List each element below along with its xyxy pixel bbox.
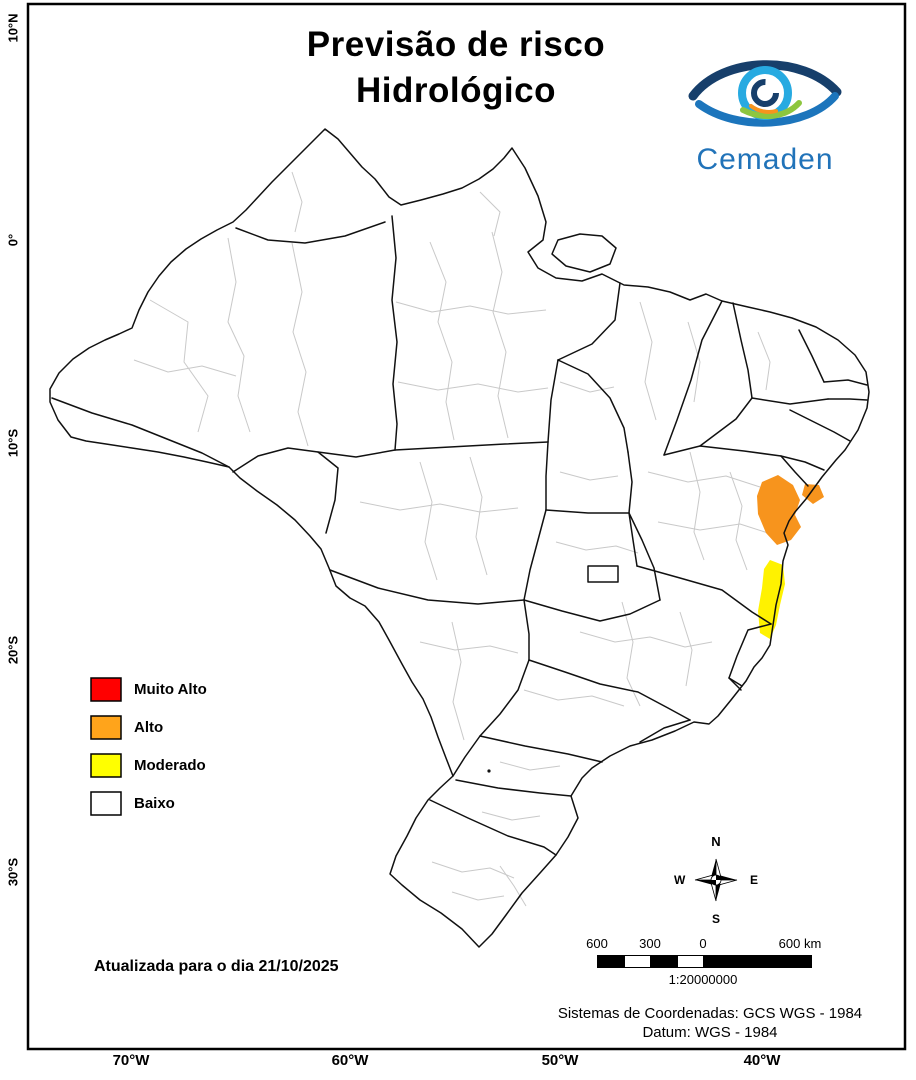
- scale-label-300: 300: [639, 936, 661, 951]
- legend-item-baixo: Baixo: [90, 784, 207, 822]
- scale-segment: [678, 956, 704, 967]
- compass-star-icon: [694, 858, 738, 902]
- cemaden-wordmark: Cemaden: [696, 143, 834, 176]
- legend-item-alto: Alto: [90, 708, 207, 746]
- scale-bar-segments: [597, 955, 812, 968]
- lat-label-10n: 10°N: [5, 13, 21, 43]
- lat-label-0: 0°: [5, 233, 21, 247]
- lon-label-50w: 50°W: [541, 1052, 579, 1069]
- cemaden-eye-icon: [688, 60, 842, 127]
- lat-label-20s: 20°S: [5, 635, 21, 665]
- scale-bar: 600 300 0 600 km 1:20000000: [586, 936, 831, 992]
- legend-label: Alto: [134, 718, 164, 736]
- legend-label: Moderado: [134, 756, 206, 774]
- legend-swatch-rect: [90, 790, 122, 816]
- coordinate-system-note: Sistemas de Coordenadas: GCS WGS - 1984 …: [520, 1004, 900, 1042]
- mesoregion-boundaries: [133, 171, 771, 907]
- lat-label-10s: 10°S: [5, 428, 21, 458]
- map-point-marker: [487, 769, 491, 773]
- updated-date-text: Atualizada para o dia 21/10/2025: [94, 958, 339, 975]
- legend-swatch-baixo: [90, 790, 122, 816]
- lon-label-60w: 60°W: [331, 1052, 369, 1069]
- distrito-federal-outline: [587, 565, 619, 583]
- risk-area-alto-coastal: [802, 484, 824, 504]
- page-title: Previsão de risco Hidrológico: [206, 22, 706, 114]
- state-boundaries: [49, 128, 870, 948]
- compass-east-label: E: [749, 873, 758, 887]
- scale-segment: [625, 956, 651, 967]
- legend-swatch-rect: [90, 714, 122, 740]
- scale-label-600km: 600 km: [778, 936, 822, 951]
- compass-west-label: W: [674, 873, 686, 887]
- lon-label-70w: 70°W: [112, 1052, 150, 1069]
- cemaden-logo: Cemaden: [682, 48, 848, 177]
- page-title-line1: Previsão de risco: [306, 25, 606, 64]
- datum-line: Datum: WGS - 1984: [642, 1024, 778, 1041]
- legend-label: Muito Alto: [134, 680, 207, 698]
- brazil-landmass: [50, 129, 869, 947]
- scale-segment: [704, 956, 811, 967]
- lat-label-30s: 30°S: [5, 857, 21, 887]
- risk-legend: Muito Alto Alto Moderado Baixo: [90, 670, 207, 822]
- compass-south-label: S: [711, 912, 721, 926]
- risk-area-alto: [757, 475, 801, 545]
- legend-swatch-rect: [90, 752, 122, 778]
- scale-ratio-text: 1:20000000: [668, 972, 738, 987]
- scale-segment: [598, 956, 625, 967]
- scale-segment: [651, 956, 678, 967]
- legend-swatch-muito-alto: [90, 676, 122, 702]
- scale-label-0: 0: [699, 936, 707, 951]
- compass-north-label: N: [711, 834, 721, 849]
- legend-label: Baixo: [134, 794, 175, 812]
- page-title-line2: Hidrológico: [356, 71, 556, 110]
- legend-swatch-alto: [90, 714, 122, 740]
- legend-item-moderado: Moderado: [90, 746, 207, 784]
- scale-label-600-left: 600: [586, 936, 608, 951]
- coordinate-system-line: Sistemas de Coordenadas: GCS WGS - 1984: [557, 1005, 863, 1022]
- compass-rose: N S W E: [672, 834, 760, 926]
- legend-swatch-moderado: [90, 752, 122, 778]
- legend-item-muito-alto: Muito Alto: [90, 670, 207, 708]
- legend-swatch-rect: [90, 676, 122, 702]
- lon-label-40w: 40°W: [743, 1052, 781, 1069]
